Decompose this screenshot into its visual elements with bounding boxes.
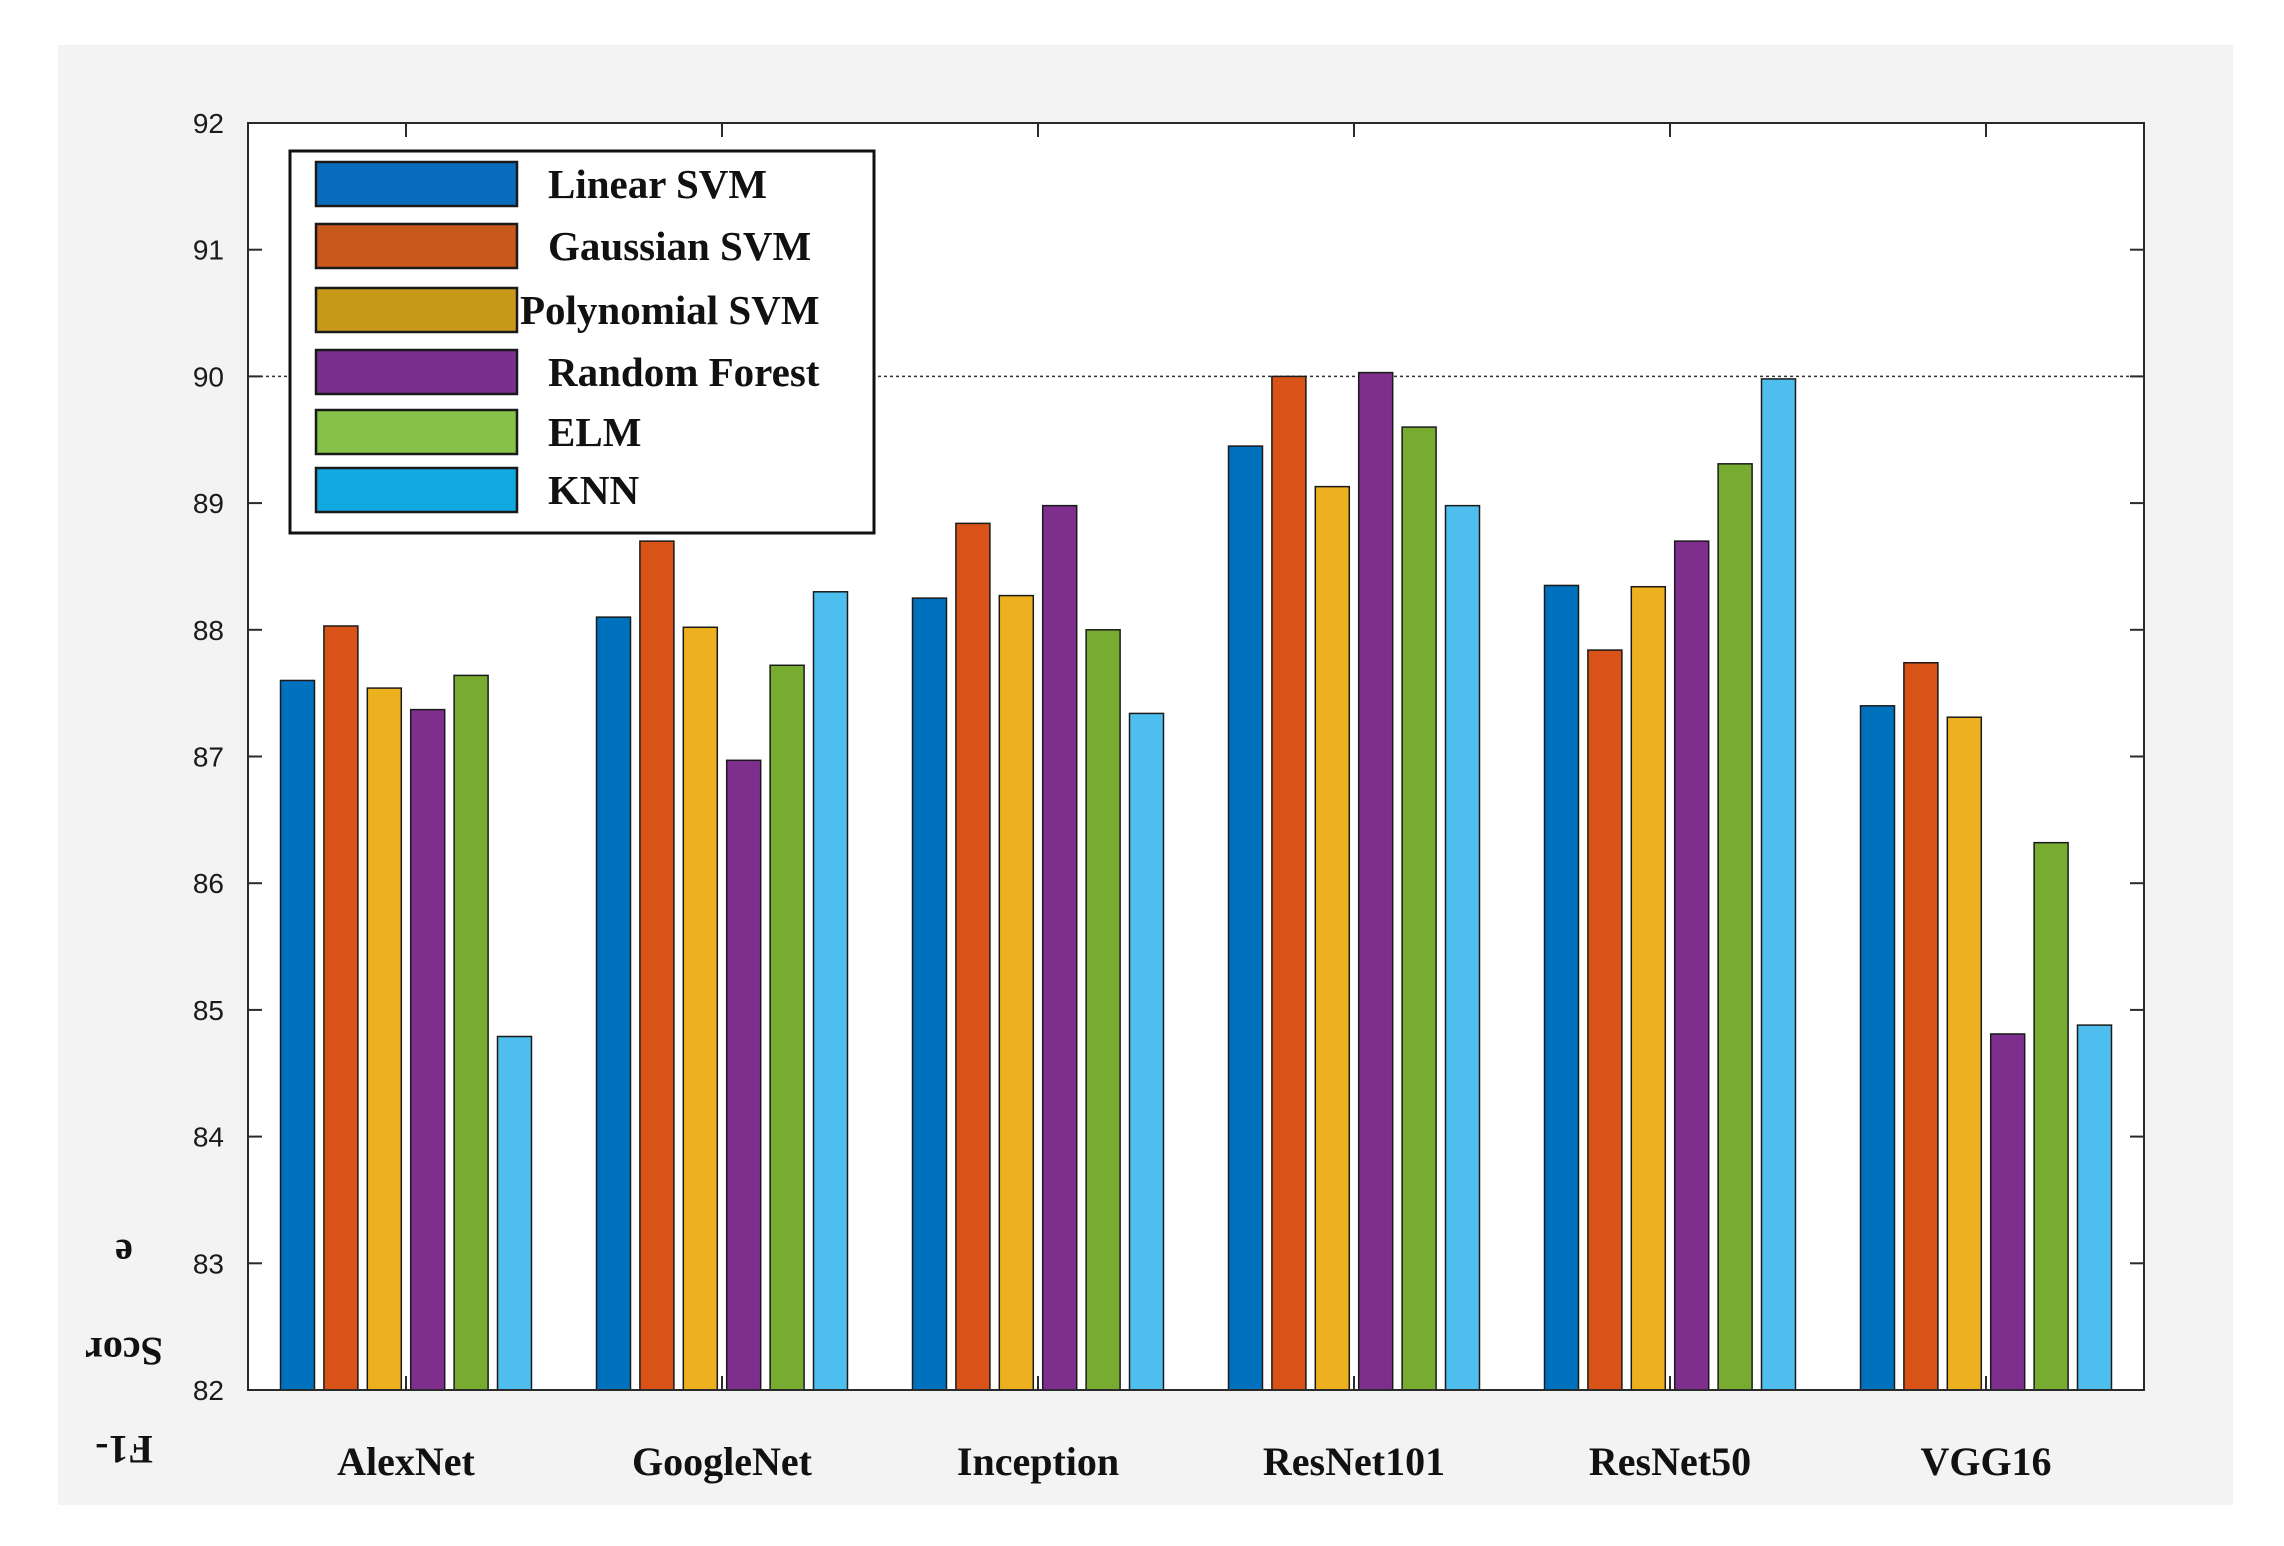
- x-category-label-GoogleNet: GoogleNet: [632, 1439, 813, 1484]
- legend-swatch-elm: [314, 408, 519, 456]
- y-tick-label-84: 84: [193, 1122, 224, 1153]
- x-category-label-ResNet50: ResNet50: [1589, 1439, 1751, 1484]
- bar-VGG16-knn: [2076, 1024, 2113, 1391]
- bar-ResNet101-knn: [1444, 504, 1481, 1391]
- legend-items: Linear SVM Gaussian SVM Polynomial SVM Rand…: [314, 160, 820, 514]
- y-tick-label-83: 83: [193, 1248, 224, 1279]
- bar-ResNet50-polynomial-svm: [1630, 585, 1667, 1391]
- y-tick-label-91: 91: [193, 235, 224, 266]
- bar-Inception-elm: [1085, 629, 1121, 1391]
- legend-label-knn: KNN: [548, 467, 640, 513]
- bar-ResNet50-knn: [1760, 378, 1797, 1391]
- legend-label-gaussian-svm: Gaussian SVM: [548, 223, 811, 269]
- bar-AlexNet-elm: [453, 674, 489, 1391]
- legend-swatch-linear-svm: [314, 160, 519, 208]
- bar-AlexNet-polynomial-svm: [366, 687, 403, 1391]
- bar-GoogleNet-linear-svm: [595, 616, 632, 1391]
- bar-Inception-random-forest: [1041, 504, 1078, 1391]
- bar-Inception-gaussian-svm: [955, 522, 991, 1391]
- y-tick-label-92: 92: [193, 108, 224, 139]
- bar-Inception-linear-svm: [911, 597, 948, 1391]
- bar-GoogleNet-gaussian-svm: [639, 540, 675, 1391]
- y-axis-label-line-3: e: [115, 1231, 133, 1276]
- bar-ResNet50-random-forest: [1673, 540, 1710, 1391]
- bar-ResNet50-linear-svm: [1543, 584, 1580, 1391]
- legend-swatch-random-forest: [314, 348, 519, 396]
- bar-VGG16-gaussian-svm: [1903, 661, 1939, 1391]
- bar-ResNet101-random-forest: [1357, 371, 1394, 1391]
- y-tick-label-86: 86: [193, 868, 224, 899]
- bar-ResNet101-linear-svm: [1227, 445, 1264, 1391]
- ticks-layer: [248, 122, 2144, 1391]
- legend-label-random-forest: Random Forest: [548, 349, 820, 395]
- y-tick-label-89: 89: [193, 488, 224, 519]
- bar-VGG16-polynomial-svm: [1946, 716, 1983, 1391]
- bar-ResNet101-elm: [1401, 426, 1437, 1391]
- bar-Inception-polynomial-svm: [998, 594, 1035, 1391]
- legend: Linear SVM Gaussian SVM Polynomial SVM Rand…: [288, 149, 876, 535]
- x-category-label-ResNet101: ResNet101: [1263, 1439, 1445, 1484]
- legend-swatch-knn: [314, 466, 519, 514]
- legend-swatch-polynomial-svm: [314, 286, 519, 334]
- bar-AlexNet-gaussian-svm: [323, 625, 359, 1391]
- bar-VGG16-elm: [2033, 841, 2069, 1391]
- bar-GoogleNet-polynomial-svm: [682, 626, 719, 1391]
- bars-layer: [279, 371, 2113, 1391]
- bar-GoogleNet-random-forest: [725, 759, 762, 1391]
- x-category-label-VGG16: VGG16: [1920, 1439, 2051, 1484]
- y-axis-label: F1- Scor e: [85, 1231, 163, 1472]
- y-axis-label-line-1: F1-: [95, 1427, 153, 1472]
- y-tick-labels: 82 83 84 85 86 87 88 89 90 91 92: [193, 108, 224, 1406]
- bar-AlexNet-knn: [496, 1035, 533, 1391]
- bar-Inception-knn: [1128, 712, 1165, 1391]
- legend-label-linear-svm: Linear SVM: [548, 161, 767, 207]
- legend-label-polynomial-svm: Polynomial SVM: [520, 287, 820, 333]
- bar-AlexNet-random-forest: [409, 708, 446, 1391]
- bar-VGG16-linear-svm: [1859, 705, 1896, 1391]
- legend-label-elm: ELM: [548, 409, 641, 455]
- y-axis-label-line-2: Scor: [85, 1329, 163, 1374]
- bar-ResNet101-polynomial-svm: [1314, 485, 1351, 1391]
- x-category-label-AlexNet: AlexNet: [337, 1439, 475, 1484]
- bar-ResNet101-gaussian-svm: [1271, 375, 1307, 1391]
- bar-AlexNet-linear-svm: [279, 679, 316, 1391]
- x-category-label-Inception: Inception: [957, 1439, 1119, 1484]
- bar-GoogleNet-elm: [769, 664, 805, 1391]
- bar-ResNet50-elm: [1717, 463, 1753, 1391]
- y-tick-label-87: 87: [193, 742, 224, 773]
- bar-ResNet50-gaussian-svm: [1587, 649, 1623, 1391]
- bar-GoogleNet-knn: [812, 591, 849, 1391]
- x-category-labels: AlexNet GoogleNet Inception ResNet101 ResNet…: [337, 1439, 2051, 1484]
- bar-VGG16-random-forest: [1989, 1033, 2026, 1391]
- y-tick-label-90: 90: [193, 361, 224, 392]
- y-tick-label-88: 88: [193, 615, 224, 646]
- legend-swatch-gaussian-svm: [314, 222, 519, 270]
- y-tick-label-82: 82: [193, 1375, 224, 1406]
- y-tick-label-85: 85: [193, 995, 224, 1026]
